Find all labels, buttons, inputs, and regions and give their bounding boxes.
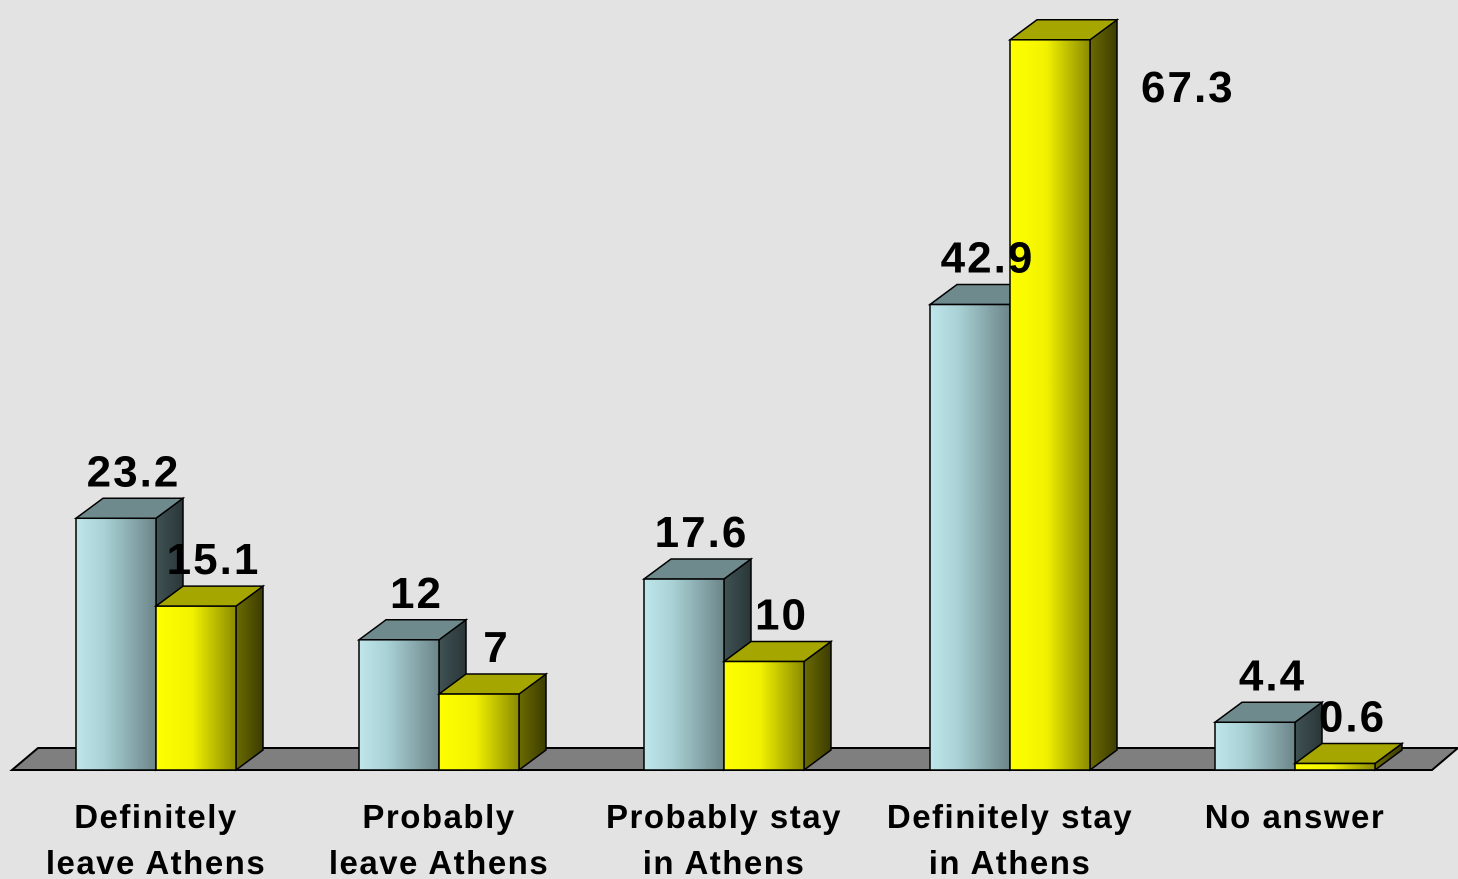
bar-front-face (1294, 762, 1376, 771)
bar-side-face (235, 584, 264, 772)
bar-front-face (643, 578, 725, 771)
bar-front-face (358, 639, 440, 771)
value-label: 17.6 (655, 508, 749, 557)
category-label: Definitely leave Athens (46, 798, 266, 879)
value-label: 0.6 (1319, 692, 1386, 741)
bar-s1-c4 (1292, 742, 1405, 772)
bar-front-face (1214, 721, 1296, 771)
bar-s0-c4 (1212, 700, 1325, 772)
value-label: 7 (483, 623, 509, 672)
value-labels-group: 23.2 15.1 12 7 17.610 42.9 67.3 4.4 0.6 (87, 63, 1386, 742)
bar-side-face (1089, 18, 1118, 772)
bar-front-face (1009, 39, 1091, 771)
bar-s0-c2 (641, 557, 754, 772)
bar-s1-c2 (721, 640, 834, 772)
bar-front-face (929, 303, 1011, 771)
value-label: 4.4 (1239, 651, 1306, 700)
category-label-line: in Athens (929, 844, 1092, 879)
bar-front-face (155, 605, 237, 771)
category-label: Probably stay in Athens (606, 798, 842, 879)
value-label: 23.2 (87, 447, 181, 496)
category-label-line: Definitely stay (887, 798, 1133, 835)
category-label-line: Probably (362, 798, 515, 835)
category-label-line: in Athens (643, 844, 806, 879)
bar-front-face (723, 660, 805, 771)
value-label: 67.3 (1141, 63, 1235, 112)
value-label: 42.9 (941, 234, 1035, 283)
category-label-line: leave Athens (329, 844, 549, 879)
bars-group (73, 18, 1405, 772)
category-labels-group: Definitely leave Athens Probably leave Athe… (46, 798, 1385, 879)
bar-s1-c1 (436, 672, 549, 772)
value-label: 15.1 (167, 535, 261, 584)
bar-front-face (75, 517, 157, 771)
category-label-line: No answer (1205, 798, 1385, 835)
category-label: Definitely stay in Athens (887, 798, 1133, 879)
bar-s1-c0 (153, 584, 266, 772)
category-label: Probably leave Athens (329, 798, 549, 879)
bar-side-face (803, 640, 832, 772)
value-label: 12 (390, 569, 443, 618)
category-label-line: Definitely (74, 798, 238, 835)
value-label: 10 (755, 591, 808, 640)
category-label-line: leave Athens (46, 844, 266, 879)
category-label: No answer (1205, 798, 1385, 835)
bar-s1-c3 (1007, 18, 1120, 772)
bar-front-face (438, 693, 520, 771)
category-label-line: Probably stay (606, 798, 842, 835)
